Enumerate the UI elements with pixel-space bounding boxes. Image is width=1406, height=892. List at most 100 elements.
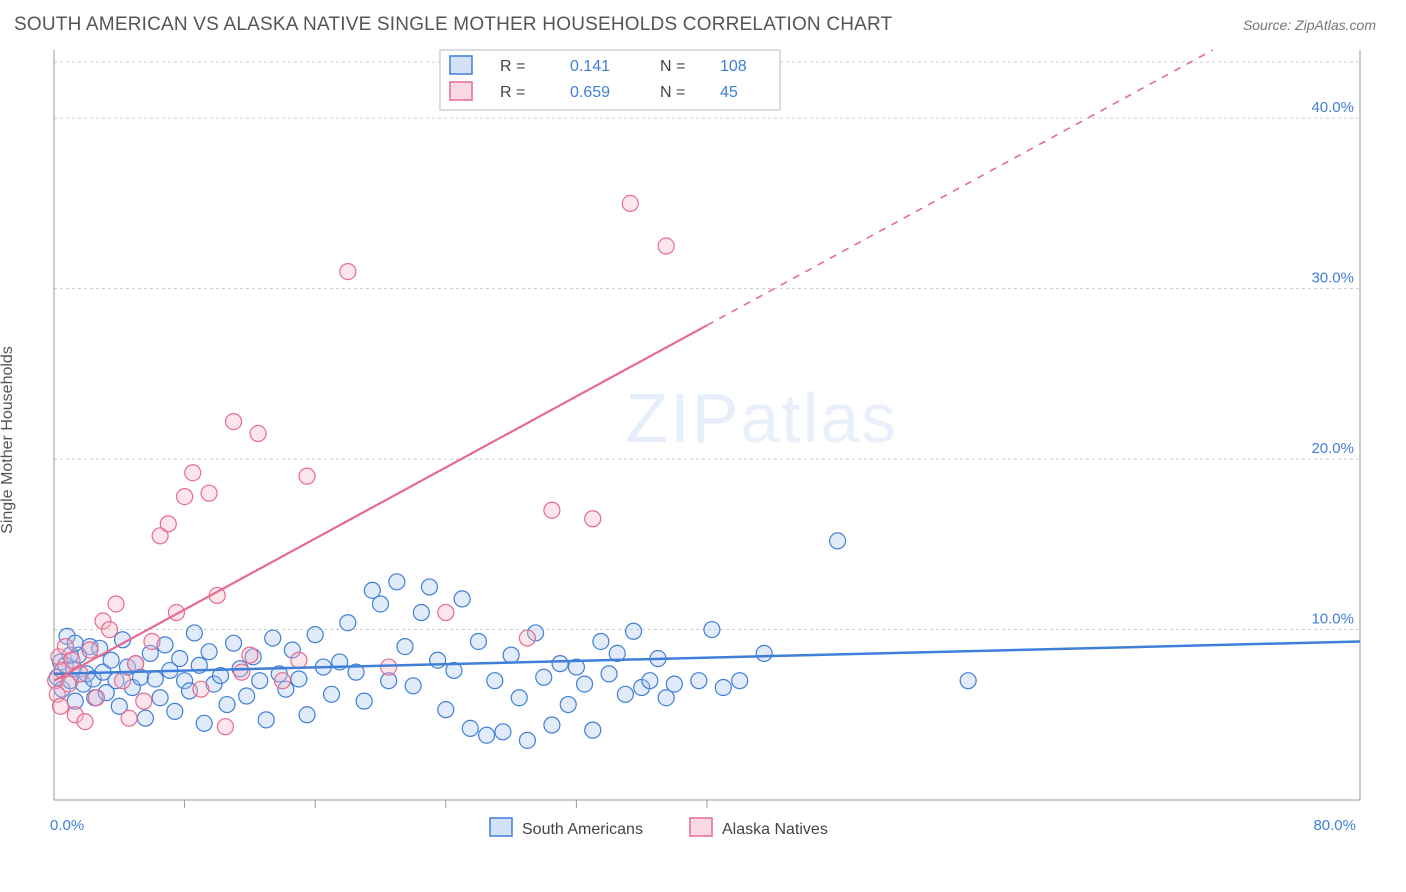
data-point-south_americans	[642, 673, 658, 689]
data-point-alaska_natives	[82, 642, 98, 658]
data-point-south_americans	[324, 686, 340, 702]
data-point-south_americans	[666, 676, 682, 692]
x-tick-label: 0.0%	[50, 817, 84, 834]
data-point-alaska_natives	[115, 673, 131, 689]
data-point-south_americans	[167, 703, 183, 719]
data-point-south_americans	[373, 596, 389, 612]
data-point-alaska_natives	[275, 673, 291, 689]
data-point-alaska_natives	[102, 622, 118, 638]
data-point-south_americans	[715, 680, 731, 696]
data-point-alaska_natives	[88, 690, 104, 706]
data-point-south_americans	[405, 678, 421, 694]
data-point-south_americans	[756, 645, 772, 661]
data-point-south_americans	[732, 673, 748, 689]
data-point-south_americans	[462, 720, 478, 736]
data-point-alaska_natives	[108, 596, 124, 612]
data-point-alaska_natives	[201, 485, 217, 501]
y-tick-label: 40.0%	[1311, 99, 1354, 116]
data-point-south_americans	[704, 622, 720, 638]
bottom-legend-label: South Americans	[522, 821, 643, 838]
data-point-south_americans	[172, 651, 188, 667]
data-point-south_americans	[258, 712, 274, 728]
legend-n-label: N =	[660, 84, 685, 101]
trend-line-alaska_natives-extrap	[707, 50, 1213, 325]
data-point-alaska_natives	[217, 719, 233, 735]
bottom-legend-label: Alaska Natives	[722, 821, 828, 838]
data-point-south_americans	[152, 690, 168, 706]
data-point-south_americans	[265, 630, 281, 646]
data-point-south_americans	[487, 673, 503, 689]
data-point-alaska_natives	[185, 465, 201, 481]
y-tick-label: 30.0%	[1311, 270, 1354, 287]
data-point-south_americans	[397, 639, 413, 655]
data-point-south_americans	[219, 697, 235, 713]
data-point-alaska_natives	[242, 647, 258, 663]
y-axis-label: Single Mother Households	[0, 346, 17, 534]
data-point-alaska_natives	[193, 681, 209, 697]
watermark: ZIPatlas	[625, 379, 898, 457]
data-point-south_americans	[552, 656, 568, 672]
data-point-south_americans	[691, 673, 707, 689]
data-point-south_americans	[470, 633, 486, 649]
data-point-south_americans	[147, 671, 163, 687]
data-point-alaska_natives	[121, 710, 137, 726]
data-point-south_americans	[430, 652, 446, 668]
data-point-south_americans	[291, 671, 307, 687]
data-point-south_americans	[495, 724, 511, 740]
legend-swatch-alaska_natives	[450, 82, 472, 100]
data-point-south_americans	[340, 615, 356, 631]
data-point-alaska_natives	[77, 714, 93, 730]
legend-n-value: 45	[720, 84, 738, 101]
legend-n-value: 108	[720, 58, 747, 75]
data-point-south_americans	[617, 686, 633, 702]
data-point-south_americans	[585, 722, 601, 738]
data-point-alaska_natives	[438, 605, 454, 621]
data-point-south_americans	[413, 605, 429, 621]
chart-title: SOUTH AMERICAN VS ALASKA NATIVE SINGLE M…	[14, 14, 892, 36]
data-point-south_americans	[830, 533, 846, 549]
data-point-alaska_natives	[136, 693, 152, 709]
data-point-south_americans	[544, 717, 560, 733]
data-point-south_americans	[252, 673, 268, 689]
data-point-south_americans	[438, 702, 454, 718]
data-point-alaska_natives	[658, 238, 674, 254]
scatter-chart-svg: ZIPatlas 0.0% 80.0% 10.0% 20.0% 30.0% 40.0% R =…	[0, 40, 1406, 870]
chart-source: Source: ZipAtlas.com	[1243, 17, 1376, 33]
trend-line-alaska_natives	[54, 325, 707, 680]
data-point-south_americans	[356, 693, 372, 709]
legend-n-label: N =	[660, 58, 685, 75]
data-point-south_americans	[511, 690, 527, 706]
data-point-south_americans	[593, 633, 609, 649]
data-point-alaska_natives	[544, 502, 560, 518]
data-point-south_americans	[103, 652, 119, 668]
legend-swatch-south_americans	[450, 56, 472, 74]
data-point-south_americans	[307, 627, 323, 643]
data-point-alaska_natives	[519, 630, 535, 646]
data-point-south_americans	[201, 644, 217, 660]
data-point-south_americans	[239, 688, 255, 704]
data-point-south_americans	[626, 623, 642, 639]
data-point-alaska_natives	[291, 652, 307, 668]
data-point-alaska_natives	[53, 698, 69, 714]
data-point-alaska_natives	[234, 664, 250, 680]
source-name: ZipAtlas.com	[1295, 17, 1376, 33]
data-point-alaska_natives	[340, 264, 356, 280]
data-point-alaska_natives	[177, 489, 193, 505]
x-tick-label: 80.0%	[1313, 817, 1356, 834]
data-point-south_americans	[454, 591, 470, 607]
data-point-south_americans	[536, 669, 552, 685]
data-point-south_americans	[503, 647, 519, 663]
data-point-south_americans	[186, 625, 202, 641]
data-point-alaska_natives	[585, 511, 601, 527]
data-point-alaska_natives	[622, 195, 638, 211]
data-point-south_americans	[519, 732, 535, 748]
data-point-alaska_natives	[226, 414, 242, 430]
data-point-south_americans	[960, 673, 976, 689]
y-tick-label: 10.0%	[1311, 611, 1354, 628]
legend-r-label: R =	[500, 84, 525, 101]
legend-r-value: 0.659	[570, 84, 610, 101]
data-point-south_americans	[137, 710, 153, 726]
legend-r-label: R =	[500, 58, 525, 75]
data-point-south_americans	[479, 727, 495, 743]
y-tick-label: 20.0%	[1311, 440, 1354, 457]
